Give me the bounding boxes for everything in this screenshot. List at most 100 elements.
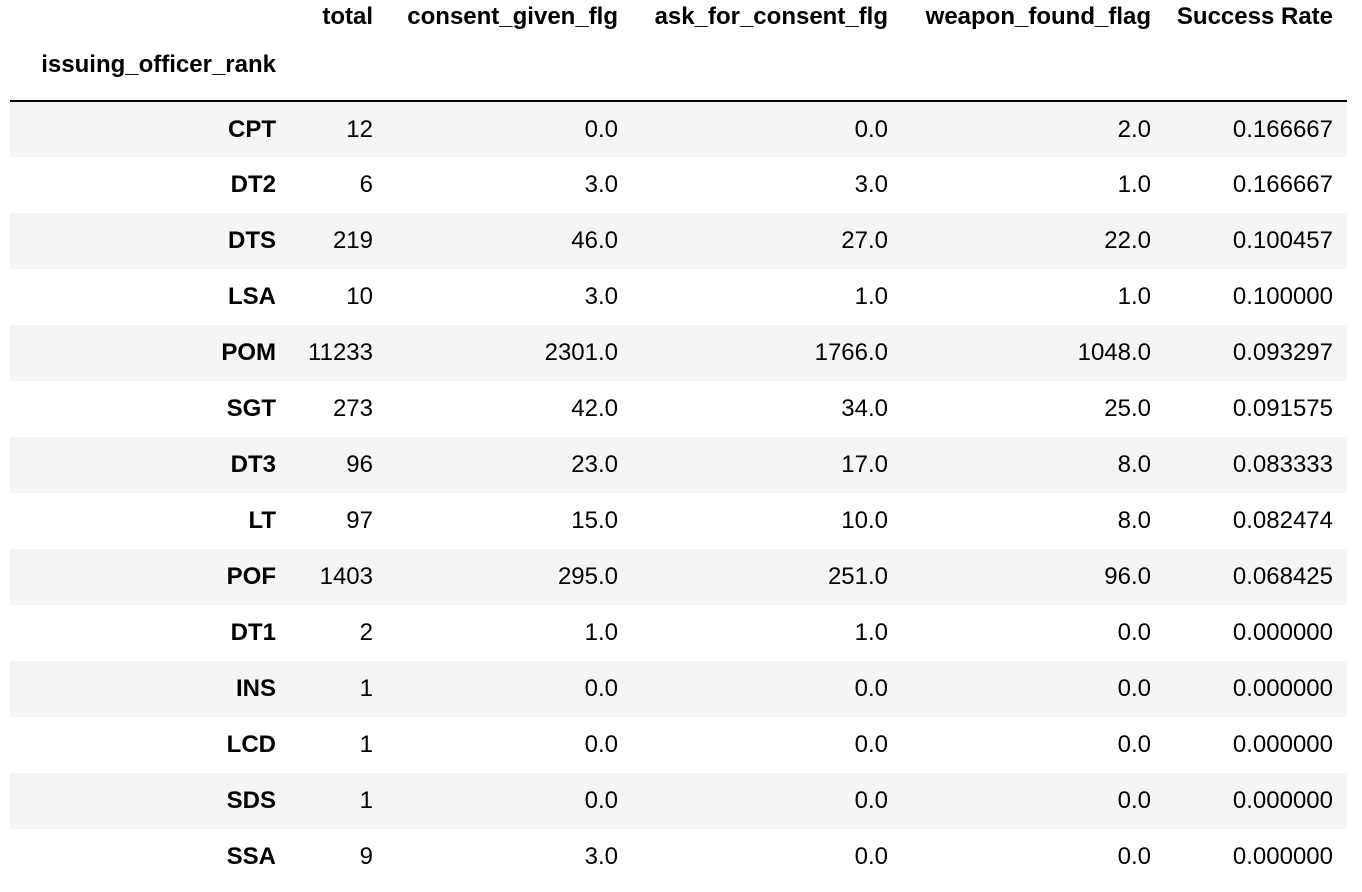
cell-success-rate: 0.083333 — [1232, 451, 1333, 478]
row-index-label: INS — [235, 675, 276, 702]
cell-success-rate: 0.100000 — [1232, 283, 1333, 310]
table-row: CPT 12 0.0 0.0 2.0 0.166667 — [10, 101, 1347, 157]
cell-ask-for-consent: 251.0 — [827, 563, 888, 590]
cell-consent-given: 0.0 — [584, 731, 618, 758]
table-row: DTS 219 46.0 27.0 22.0 0.100457 — [10, 213, 1347, 269]
cell-success-rate: 0.166667 — [1232, 115, 1333, 143]
cell-weapon-found: 1.0 — [1117, 171, 1151, 198]
row-index-label: LT — [248, 507, 276, 534]
cell-consent-given: 42.0 — [571, 395, 618, 422]
cell-success-rate: 0.100457 — [1232, 227, 1333, 254]
index-name-header: issuing_officer_rank — [10, 38, 276, 102]
cell-weapon-found: 0.0 — [1117, 787, 1151, 814]
cell-ask-for-consent: 1766.0 — [814, 339, 888, 366]
column-header-row: total consent_given_flg ask_for_consent_… — [10, 0, 1347, 38]
cell-weapon-found: 96.0 — [1104, 563, 1151, 590]
cell-ask-for-consent: 0.0 — [854, 675, 888, 702]
cell-success-rate: 0.000000 — [1232, 843, 1333, 870]
row-index-label: LSA — [228, 283, 276, 310]
cell-consent-given: 2301.0 — [544, 339, 618, 366]
cell-ask-for-consent: 0.0 — [854, 843, 888, 870]
cell-consent-given: 15.0 — [571, 507, 618, 534]
cell-total: 97 — [346, 507, 373, 534]
cell-total: 2 — [359, 619, 373, 646]
cell-ask-for-consent: 1.0 — [854, 619, 888, 646]
cell-weapon-found: 22.0 — [1104, 227, 1151, 254]
index-header-row: issuing_officer_rank — [10, 38, 1347, 102]
table-row: POM 11233 2301.0 1766.0 1048.0 0.093297 — [10, 325, 1347, 381]
cell-ask-for-consent: 1.0 — [854, 283, 888, 310]
cell-success-rate: 0.000000 — [1232, 731, 1333, 758]
index-name-label: issuing_officer_rank — [41, 51, 276, 78]
cell-consent-given: 0.0 — [584, 787, 618, 814]
cell-success-rate: 0.093297 — [1232, 339, 1333, 366]
cell-total: 1 — [359, 787, 373, 814]
row-index-label: DT3 — [230, 451, 276, 478]
column-header-label: weapon_found_flag — [925, 3, 1151, 30]
cell-ask-for-consent: 3.0 — [854, 171, 888, 198]
cell-ask-for-consent: 17.0 — [841, 451, 888, 478]
column-header-success-rate: Success Rate — [1151, 0, 1347, 38]
cell-ask-for-consent: 0.0 — [854, 787, 888, 814]
row-index-label: SDS — [226, 787, 276, 814]
index-corner-cell — [10, 0, 276, 38]
cell-success-rate: 0.000000 — [1232, 675, 1333, 702]
table-row: LCD 1 0.0 0.0 0.0 0.000000 — [10, 717, 1347, 773]
row-index-label: DT2 — [230, 171, 276, 198]
empty-header-cell — [373, 38, 618, 102]
cell-total: 10 — [346, 283, 373, 310]
cell-consent-given: 295.0 — [557, 563, 618, 590]
cell-total: 1403 — [319, 563, 373, 590]
table-body: CPT 12 0.0 0.0 2.0 0.166667 DT2 6 3.0 3.0 1.0 0.166… — [10, 101, 1347, 885]
cell-consent-given: 1.0 — [584, 619, 618, 646]
cell-consent-given: 3.0 — [584, 283, 618, 310]
row-index-label: LCD — [226, 731, 276, 758]
cell-consent-given: 0.0 — [584, 675, 618, 702]
cell-success-rate: 0.000000 — [1232, 619, 1333, 646]
cell-success-rate: 0.068425 — [1232, 563, 1333, 590]
cell-consent-given: 3.0 — [584, 171, 618, 198]
cell-weapon-found: 8.0 — [1117, 507, 1151, 534]
cell-weapon-found: 25.0 — [1104, 395, 1151, 422]
cell-ask-for-consent: 10.0 — [841, 507, 888, 534]
column-header-weapon-found: weapon_found_flag — [888, 0, 1151, 38]
cell-ask-for-consent: 34.0 — [841, 395, 888, 422]
row-index-label: SSA — [226, 843, 276, 870]
cell-consent-given: 3.0 — [584, 843, 618, 870]
table-row: SSA 9 3.0 0.0 0.0 0.000000 — [10, 829, 1347, 885]
row-index-label: DTS — [228, 227, 276, 254]
cell-consent-given: 0.0 — [584, 115, 618, 143]
row-index-label: DT1 — [230, 619, 276, 646]
cell-weapon-found: 0.0 — [1117, 731, 1151, 758]
cell-weapon-found: 0.0 — [1117, 675, 1151, 702]
column-header-label: total — [322, 3, 373, 30]
cell-total: 1 — [359, 731, 373, 758]
row-index-label: POM — [221, 339, 276, 366]
row-index-label: POF — [226, 563, 276, 590]
column-header-label: Success Rate — [1176, 3, 1333, 30]
empty-header-cell — [618, 38, 888, 102]
cell-total: 96 — [346, 451, 373, 478]
table-row: SDS 1 0.0 0.0 0.0 0.000000 — [10, 773, 1347, 829]
row-index-label: CPT — [228, 115, 276, 143]
cell-success-rate: 0.082474 — [1232, 507, 1333, 534]
cell-total: 6 — [359, 171, 373, 198]
cell-total: 273 — [332, 395, 373, 422]
cell-total: 12 — [346, 115, 373, 143]
column-header-label: ask_for_consent_flg — [654, 3, 888, 30]
cell-total: 219 — [332, 227, 373, 254]
table-row: POF 1403 295.0 251.0 96.0 0.068425 — [10, 549, 1347, 605]
cell-consent-given: 46.0 — [571, 227, 618, 254]
cell-weapon-found: 0.0 — [1117, 843, 1151, 870]
column-header-total: total — [276, 0, 373, 38]
cell-weapon-found: 0.0 — [1117, 619, 1151, 646]
empty-header-cell — [276, 38, 373, 102]
cell-ask-for-consent: 0.0 — [854, 115, 888, 143]
row-index-label: SGT — [226, 395, 276, 422]
table-row: SGT 273 42.0 34.0 25.0 0.091575 — [10, 381, 1347, 437]
cell-weapon-found: 2.0 — [1117, 115, 1151, 143]
empty-header-cell — [888, 38, 1151, 102]
cell-total: 11233 — [308, 339, 373, 366]
table-row: LSA 10 3.0 1.0 1.0 0.100000 — [10, 269, 1347, 325]
table-row: DT2 6 3.0 3.0 1.0 0.166667 — [10, 157, 1347, 213]
